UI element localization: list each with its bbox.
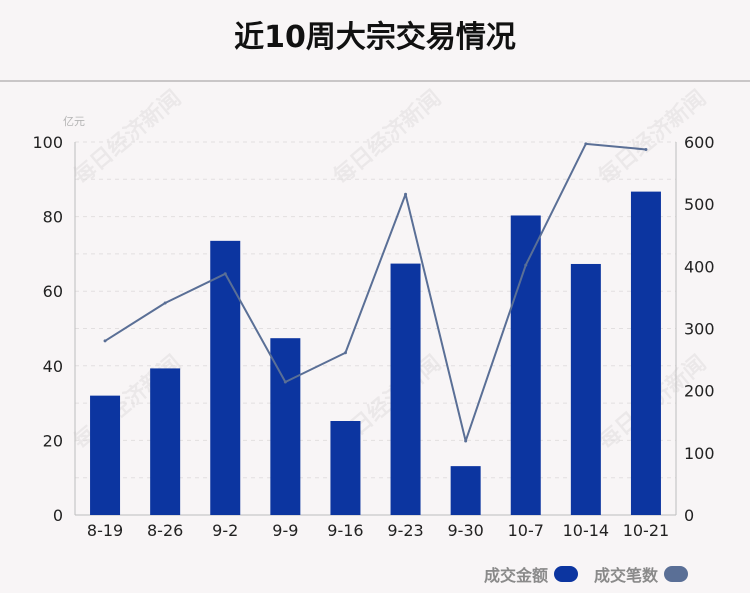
line-series-count (104, 142, 647, 443)
y-right-tick-label: 0 (684, 506, 694, 525)
x-tick-label: 8-19 (87, 521, 123, 540)
x-tick-label: 10-14 (563, 521, 610, 540)
y-left-tick-label: 80 (43, 208, 63, 227)
line-point-9-2 (223, 272, 227, 276)
legend-swatch-count (664, 566, 689, 582)
bar-9-30 (450, 466, 481, 515)
bar-10-14 (570, 263, 601, 515)
x-tick-label: 9-2 (212, 521, 238, 540)
bar-10-21 (630, 191, 661, 515)
y-right-tick-label: 400 (684, 257, 715, 276)
y-left-tick-label: 20 (43, 431, 63, 450)
bar-8-19 (90, 395, 121, 515)
y-left-unit-label: 亿元 (63, 115, 85, 128)
x-tick-label: 9-9 (272, 521, 298, 540)
bar-9-2 (210, 240, 241, 515)
y-left-tick-label: 100 (32, 133, 63, 152)
line-point-9-30 (464, 439, 468, 443)
line-point-9-23 (404, 192, 408, 196)
x-tick-label: 9-23 (387, 521, 423, 540)
y-right-tick-label: 500 (684, 195, 715, 214)
bar-9-23 (390, 263, 421, 515)
legend-label-count: 成交笔数 (594, 566, 659, 585)
y-right-tick-label: 600 (684, 133, 715, 152)
line-point-9-16 (343, 351, 347, 355)
bar-10-7 (510, 215, 541, 515)
line-point-8-19 (103, 339, 107, 343)
line-point-8-26 (163, 301, 167, 305)
legend-swatch-amount (554, 566, 579, 582)
x-tick-label: 8-26 (147, 521, 183, 540)
legend: 成交金额 成交笔数 (484, 562, 689, 586)
bar-8-26 (150, 368, 181, 515)
y-right-tick-label: 300 (684, 320, 715, 339)
legend-label-amount: 成交金额 (484, 566, 549, 585)
line-point-10-7 (524, 263, 528, 267)
x-tick-label: 9-16 (327, 521, 363, 540)
bar-9-9 (270, 338, 301, 515)
line-point-10-21 (644, 147, 648, 151)
y-left-tick-label: 0 (53, 506, 63, 525)
chart-title: 近10周大宗交易情况 (234, 20, 516, 55)
y-left-tick-label: 60 (43, 282, 63, 301)
x-tick-label: 10-7 (508, 521, 544, 540)
line-point-9-9 (283, 380, 287, 384)
bar-9-16 (330, 421, 361, 515)
line-point-10-14 (584, 142, 588, 146)
x-tick-label: 9-30 (447, 521, 483, 540)
y-left-tick-label: 40 (43, 357, 63, 376)
x-tick-label: 10-21 (623, 521, 670, 540)
y-right-tick-label: 200 (684, 382, 715, 401)
y-right-tick-label: 100 (684, 444, 715, 463)
title-divider (0, 80, 750, 82)
